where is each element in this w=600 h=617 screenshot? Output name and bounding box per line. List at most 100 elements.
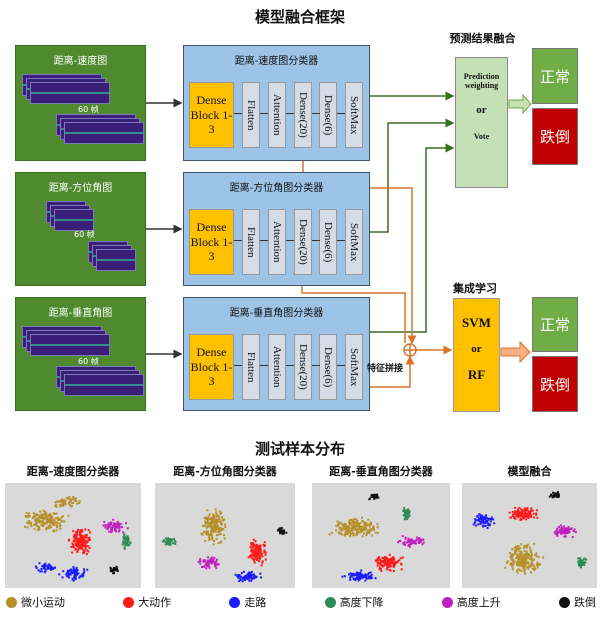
tsne-point — [346, 528, 349, 531]
tsne-point — [83, 570, 86, 573]
tsne-point — [74, 577, 77, 580]
tsne-point — [55, 529, 58, 532]
tsne-point — [215, 521, 218, 524]
tsne-point — [376, 526, 379, 529]
tsne-point — [73, 539, 76, 542]
tsne-point — [474, 520, 477, 523]
tsne-point — [393, 564, 396, 567]
tsne-point — [208, 513, 211, 516]
tsne-point — [335, 529, 338, 532]
tsne-point — [525, 518, 528, 521]
tsne-point — [556, 534, 559, 537]
tsne-point — [62, 504, 65, 507]
legend-item: 高度上升 — [441, 594, 501, 610]
tsne-point — [244, 575, 247, 578]
legend-item: 高度下降 — [324, 594, 384, 610]
tsne-point — [372, 526, 375, 529]
layer-arrow — [337, 240, 345, 241]
tsne-point — [208, 524, 211, 527]
tsne-point — [529, 565, 532, 568]
tsne-point — [363, 521, 366, 524]
tsne-point — [526, 566, 529, 569]
tsne-point — [84, 534, 87, 537]
tsne-point — [219, 529, 222, 532]
tsne-point — [514, 517, 517, 520]
tsne-point — [211, 561, 214, 564]
tsne-point — [75, 572, 78, 575]
tsne-point — [218, 518, 221, 521]
spectrogram-frame — [64, 122, 144, 144]
tsne-point — [82, 551, 85, 554]
tsne-point — [261, 552, 264, 555]
tsne-point — [513, 560, 516, 563]
tsne-point — [352, 574, 355, 577]
tsne-point — [206, 530, 209, 533]
fusion-or: or — [476, 104, 487, 116]
tsne-point — [486, 520, 489, 523]
tsne-point — [43, 564, 46, 567]
tsne-point — [345, 525, 348, 528]
tsne-point — [247, 572, 250, 575]
tsne-point — [107, 525, 110, 528]
tsne-point — [84, 528, 87, 531]
tsne-point — [35, 521, 38, 524]
tsne-point — [488, 523, 491, 526]
spectrogram-frame — [30, 82, 110, 104]
tsne-point — [350, 528, 353, 531]
tsne-point — [71, 578, 74, 581]
tsne-point — [214, 529, 217, 532]
tsne-point — [72, 495, 75, 498]
tsne-point — [82, 568, 85, 571]
tsne-point — [356, 519, 359, 522]
ensemble-output-fall: 跌倒 — [532, 356, 578, 412]
tsne-point — [487, 517, 490, 520]
tsne-point — [515, 515, 518, 518]
tsne-point — [556, 494, 559, 497]
tsne-point — [263, 541, 266, 544]
tsne-point — [363, 522, 366, 525]
tsne-point — [340, 529, 343, 532]
tsne-point — [250, 579, 253, 582]
tsne-point — [58, 525, 61, 528]
tsne-point — [513, 547, 516, 550]
tsne-point — [357, 579, 360, 582]
tsne-point — [512, 554, 515, 557]
tsne-point — [78, 533, 81, 536]
tsne-point — [583, 563, 586, 566]
tsne-point — [217, 515, 220, 518]
tsne-point — [407, 510, 410, 513]
tsne-point — [245, 577, 248, 580]
tsne-point — [387, 560, 390, 563]
tsne-point — [522, 546, 525, 549]
tsne-point — [376, 494, 379, 497]
tsne-point — [564, 535, 567, 538]
tsne-point — [126, 535, 129, 538]
tsne-point — [379, 567, 382, 570]
tsne-point — [407, 516, 410, 519]
tsne-point — [211, 520, 214, 523]
tsne-point — [530, 559, 533, 562]
tsne-point — [61, 515, 64, 518]
tsne-point — [42, 509, 45, 512]
tsne-point — [348, 519, 351, 522]
tsne-point — [54, 517, 57, 520]
fusion-vote: Vote — [473, 132, 490, 141]
tsne-point — [172, 537, 175, 540]
tsne-point — [213, 522, 216, 525]
tsne-point — [493, 522, 496, 525]
tsne-point — [367, 524, 370, 527]
tsne-point — [250, 577, 253, 580]
tsne-point — [408, 543, 411, 546]
tsne-point — [535, 512, 538, 515]
tsne-point — [44, 510, 47, 513]
tsne-point — [103, 520, 106, 523]
tsne-point — [80, 546, 83, 549]
tsne-point — [345, 529, 348, 532]
tsne-point — [352, 519, 355, 522]
tsne-point — [527, 543, 530, 546]
tsne-point — [581, 561, 584, 564]
tsne-point — [368, 525, 371, 528]
tsne-point — [511, 558, 514, 561]
tsne-point — [403, 541, 406, 544]
tsne-point — [516, 508, 519, 511]
